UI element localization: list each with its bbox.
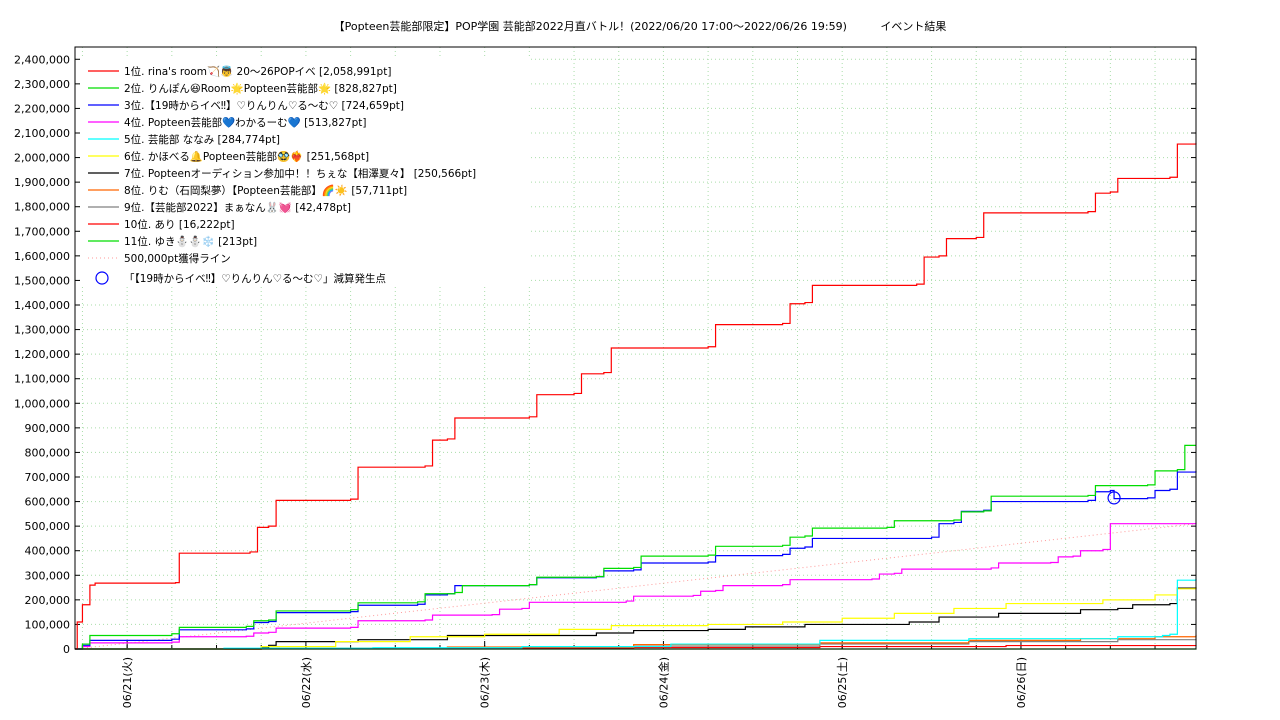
y-tick-label: 1,900,000 — [14, 176, 70, 189]
series-line-1 — [75, 143, 1197, 650]
y-tick-label: 2,300,000 — [14, 78, 70, 91]
legend-label: 3位.【19時からイベ‼】♡りんりん♡る〜む♡ [724,659pt] — [124, 99, 404, 112]
x-tick-label: 06/24(金) — [656, 657, 670, 708]
y-tick-label: 600,000 — [25, 496, 71, 509]
y-tick-label: 1,700,000 — [14, 225, 70, 238]
y-tick-label: 1,100,000 — [14, 373, 70, 386]
chart-subtitle: イベント結果 — [880, 19, 946, 33]
y-tick-label: 1,600,000 — [14, 250, 70, 263]
legend-label: 2位. りんぽん😆Room🌟Popteen芸能部🌟 [828,827pt] — [124, 82, 397, 95]
legend-swatch-marker — [95, 271, 109, 285]
series-line-7 — [75, 587, 1197, 650]
chart-title-main: 【Popteen芸能部限定】POP学園 芸能部2022月直バトル！(2022/0… — [334, 19, 847, 33]
x-tick-label: 06/21(火) — [121, 657, 134, 708]
chart-title: 【Popteen芸能部限定】POP学園 芸能部2022月直バトル！(2022/0… — [334, 19, 947, 33]
legend-label: 8位. りむ（石岡梨夢）【Popteen芸能部】🌈☀️ [57,711pt] — [124, 184, 407, 197]
legend-label: 4位. Popteen芸能部💙わかるーむ💙 [513,827pt] — [124, 116, 366, 129]
legend-label: 6位. かほべる🔔Popteen芸能部🥸❤️‍🔥 [251,568pt] — [124, 150, 369, 163]
grid — [75, 47, 1196, 649]
y-tick-label: 200,000 — [25, 594, 71, 607]
series-line-5 — [75, 579, 1197, 650]
plot-frame — [74, 46, 1197, 650]
x-tick-label: 06/22(水) — [300, 657, 313, 708]
y-tick-label: 1,400,000 — [14, 299, 70, 312]
y-tick-label: 900,000 — [25, 422, 71, 435]
legend: 1位. rina's room🏹👼 20〜26POPイベ [2,058,991p… — [80, 58, 530, 286]
y-tick-label: 1,000,000 — [14, 397, 70, 410]
legend-label: 1位. rina's room🏹👼 20〜26POPイベ [2,058,991p… — [124, 65, 391, 78]
y-tick-label: 2,400,000 — [14, 53, 70, 66]
series-line-6 — [75, 587, 1197, 650]
legend-label: 500,000pt獲得ライン — [124, 252, 231, 265]
y-tick-label: 2,100,000 — [14, 127, 70, 140]
legend-label: 10位. あり [16,222pt] — [124, 218, 235, 231]
legend-box — [80, 58, 530, 286]
y-tick-label: 800,000 — [25, 446, 71, 459]
x-axis: 06/21(火) 06/22(水) 06/23(木) 06/24(金) 06/25(土)… — [81, 641, 1156, 708]
legend-label: 11位. ゆき⛄️⛄️❄️ [213pt] — [124, 235, 257, 248]
legend-label: 9位.【芸能部2022】まぁなん🐰💓 [42,478pt] — [124, 201, 351, 214]
y-tick-label: 2,200,000 — [14, 102, 70, 115]
y-axis: 0 100,000 200,000 300,000 400,000 500,000 600,… — [14, 53, 1196, 656]
x-tick-label: 06/26(日) — [1015, 657, 1028, 708]
x-tick-label: 06/25(土) — [836, 657, 849, 708]
y-tick-label: 1,300,000 — [14, 324, 70, 337]
y-tick-label: 400,000 — [25, 545, 71, 558]
y-tick-label: 500,000 — [25, 520, 71, 533]
y-tick-label: 1,200,000 — [14, 348, 70, 361]
y-tick-label: 700,000 — [25, 471, 71, 484]
legend-label: 5位. 芸能部 ななみ [284,774pt] — [124, 133, 280, 146]
y-tick-label: 300,000 — [25, 569, 71, 582]
y-tick-label: 2,000,000 — [14, 152, 70, 165]
y-tick-label: 1,800,000 — [14, 201, 70, 214]
y-tick-label: 1,500,000 — [14, 274, 70, 287]
series-line-4 — [75, 522, 1197, 650]
decrement-marker — [1107, 491, 1121, 505]
y-tick-label: 100,000 — [25, 618, 71, 631]
y-tick-label: 0 — [63, 643, 70, 656]
x-tick-label: 06/23(木) — [479, 657, 492, 708]
series-line-3 — [75, 470, 1197, 650]
series-line-2 — [75, 444, 1196, 650]
legend-label: 7位. Popteenオーディション参加中！！ちぇな【相澤夏々】 [250,56… — [124, 167, 476, 180]
legend-label: 「【19時からイベ‼】♡りんりん♡る〜む♡」減算発生点 — [124, 272, 386, 285]
